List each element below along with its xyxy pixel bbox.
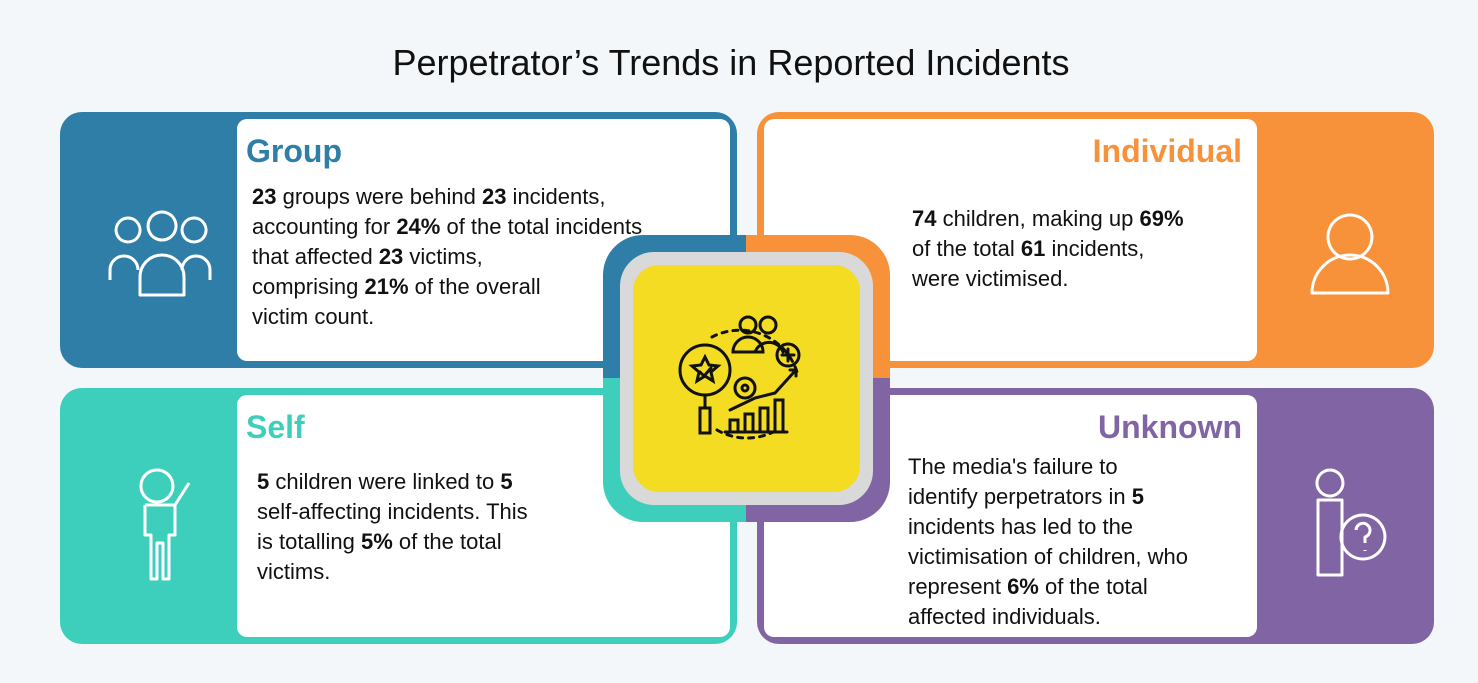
text-run: were victimised. — [911, 266, 1068, 291]
text-run: is totalling — [257, 529, 361, 554]
text-run: of the total — [912, 236, 1021, 261]
text-run: victimisation of children, who — [908, 544, 1188, 569]
card-icon — [1315, 468, 1387, 577]
card-line: represent 6% of the total — [908, 574, 1148, 599]
text-run: of the total — [1039, 574, 1148, 599]
card-line: 5 children were linked to 5 — [257, 469, 513, 494]
card-line: self-affecting incidents. This — [257, 499, 528, 524]
text-run: groups were behind — [276, 184, 481, 209]
card-heading: Self — [246, 409, 305, 445]
text-run: incidents has led to the — [908, 514, 1133, 539]
text-run: represent — [908, 574, 1007, 599]
card-icon — [139, 468, 191, 581]
card-icon — [108, 210, 212, 297]
text-run: comprising — [252, 274, 364, 299]
text-run: victim count. — [252, 304, 374, 329]
text-run: 61 — [1021, 236, 1045, 261]
text-run: children were linked to — [269, 469, 500, 494]
text-run: that affected — [252, 244, 379, 269]
text-run: affected individuals. — [908, 604, 1101, 629]
card-line: is totalling 5% of the total — [257, 529, 502, 554]
text-run: 5 — [257, 469, 269, 494]
text-run: 23 — [252, 184, 276, 209]
center-icon — [678, 315, 801, 440]
text-run: 23 — [482, 184, 506, 209]
card-line: 74 children, making up 69% — [912, 206, 1184, 231]
card-line: 23 groups were behind 23 incidents, — [252, 184, 606, 209]
text-run: 23 — [379, 244, 403, 269]
card-line: of the total 61 incidents, — [912, 236, 1144, 261]
card-line: comprising 21% of the overall — [252, 274, 541, 299]
text-run: 69% — [1139, 206, 1183, 231]
card-line: were victimised. — [911, 266, 1068, 291]
card-line: accounting for 24% of the total incident… — [252, 214, 642, 239]
text-run: of the total incidents — [440, 214, 642, 239]
text-run: identify perpetrators in — [908, 484, 1132, 509]
card-heading: Individual — [1093, 133, 1242, 169]
card-line: that affected 23 victims, — [252, 244, 483, 269]
text-run: 21% — [364, 274, 408, 299]
card-line: affected individuals. — [908, 604, 1101, 629]
card-line: victims. — [257, 559, 330, 584]
text-run: The media's failure to — [908, 454, 1118, 479]
text-run: incidents, — [506, 184, 605, 209]
card-line: victim count. — [252, 304, 374, 329]
text-run: 6% — [1007, 574, 1039, 599]
text-run: 5 — [1132, 484, 1144, 509]
card-line: victimisation of children, who — [908, 544, 1188, 569]
text-run: of the overall — [409, 274, 541, 299]
title: Perpetrator’s Trends in Reported Inciden… — [392, 42, 1069, 83]
text-run: victims. — [257, 559, 330, 584]
text-run: accounting for — [252, 214, 396, 239]
text-run: 24% — [396, 214, 440, 239]
card-line: incidents has led to the — [908, 514, 1133, 539]
text-run: children, making up — [936, 206, 1139, 231]
card-line: identify perpetrators in 5 — [908, 484, 1144, 509]
text-run: 5% — [361, 529, 393, 554]
text-run: self-affecting incidents. This — [257, 499, 528, 524]
text-run: 5 — [500, 469, 512, 494]
card-icon — [1310, 213, 1390, 295]
card-heading: Group — [246, 133, 342, 169]
text-run: 74 — [912, 206, 937, 231]
card-heading: Unknown — [1098, 409, 1242, 445]
text-run: incidents, — [1045, 236, 1144, 261]
text-run: victims, — [403, 244, 482, 269]
cards: Group 23 groups were behind 23 incidents,… — [60, 112, 1434, 644]
text-run: of the total — [393, 529, 502, 554]
card-line: The media's failure to — [908, 454, 1118, 479]
